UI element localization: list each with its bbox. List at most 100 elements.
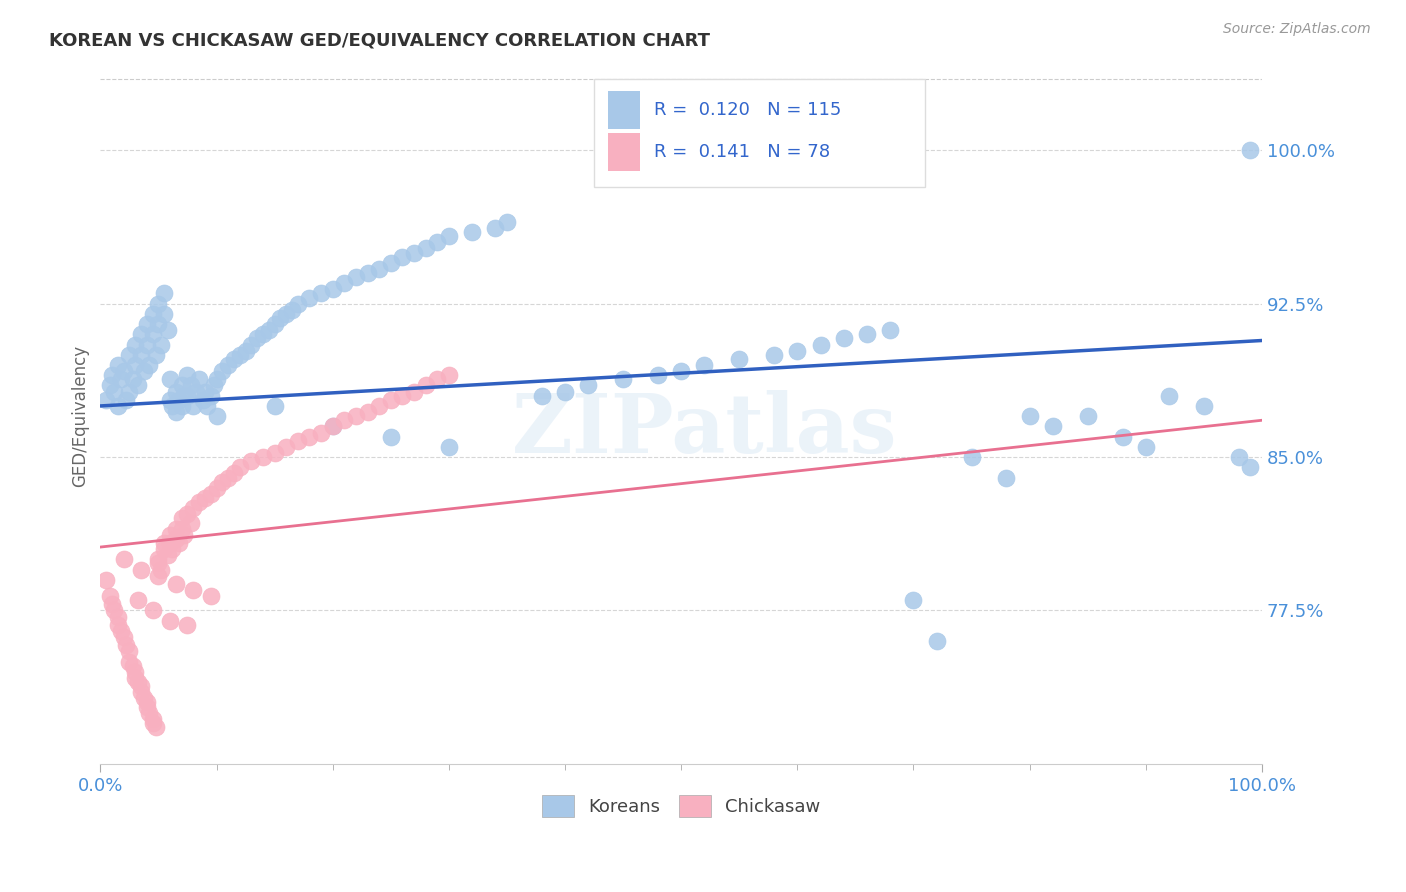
Point: [110, 372, 132, 386]
Point: [222, 467, 245, 481]
Point: [368, 261, 391, 276]
Point: [149, 337, 172, 351]
Point: [903, 593, 925, 607]
Point: [281, 302, 304, 317]
Point: [402, 384, 425, 399]
Point: [263, 446, 285, 460]
Point: [148, 557, 170, 571]
Point: [107, 609, 129, 624]
Point: [118, 384, 141, 399]
Point: [134, 364, 156, 378]
Point: [162, 399, 184, 413]
Point: [118, 655, 141, 669]
Point: [170, 522, 193, 536]
Point: [246, 331, 269, 345]
Point: [129, 348, 152, 362]
Point: [129, 327, 152, 342]
Point: [159, 528, 181, 542]
Point: [170, 399, 193, 413]
Point: [287, 296, 309, 310]
Point: [217, 470, 239, 484]
Point: [162, 542, 184, 557]
Point: [96, 392, 118, 407]
Point: [195, 399, 218, 413]
Point: [118, 348, 141, 362]
Point: [194, 491, 217, 505]
FancyBboxPatch shape: [593, 79, 925, 186]
Point: [1239, 144, 1261, 158]
Point: [856, 327, 879, 342]
Point: [202, 378, 225, 392]
Text: ZIPatlas: ZIPatlas: [512, 390, 897, 470]
Point: [995, 470, 1018, 484]
Point: [170, 378, 193, 392]
Text: KOREAN VS CHICKASAW GED/EQUIVALENCY CORRELATION CHART: KOREAN VS CHICKASAW GED/EQUIVALENCY CORR…: [49, 31, 710, 49]
Point: [554, 384, 576, 399]
Point: [276, 440, 298, 454]
Point: [344, 270, 367, 285]
Point: [134, 691, 156, 706]
Point: [103, 603, 125, 617]
Point: [322, 419, 344, 434]
Point: [153, 542, 176, 557]
Point: [415, 378, 437, 392]
Point: [229, 348, 252, 362]
Point: [1227, 450, 1250, 464]
Point: [165, 384, 187, 399]
Point: [1018, 409, 1040, 424]
Point: [832, 331, 855, 345]
Point: [344, 409, 367, 424]
Point: [391, 389, 413, 403]
Point: [124, 671, 146, 685]
Text: R =  0.120   N = 115: R = 0.120 N = 115: [654, 101, 842, 120]
Point: [145, 720, 167, 734]
Point: [333, 413, 356, 427]
Point: [484, 221, 506, 235]
Point: [124, 337, 146, 351]
Point: [437, 368, 460, 383]
Point: [309, 425, 332, 440]
Point: [138, 706, 160, 720]
Point: [1077, 409, 1099, 424]
Point: [98, 378, 121, 392]
Point: [181, 582, 204, 597]
Point: [356, 266, 378, 280]
Point: [229, 460, 252, 475]
Point: [200, 389, 222, 403]
Point: [169, 392, 191, 407]
Point: [530, 389, 553, 403]
Point: [763, 348, 786, 362]
Point: [461, 225, 484, 239]
Point: [112, 630, 135, 644]
Point: [252, 450, 274, 464]
Point: [165, 532, 187, 546]
Y-axis label: GED/Equivalency: GED/Equivalency: [72, 345, 89, 487]
Point: [165, 577, 187, 591]
Point: [169, 536, 191, 550]
Point: [142, 603, 165, 617]
Point: [309, 286, 332, 301]
Point: [1192, 399, 1215, 413]
Point: [165, 522, 187, 536]
Point: [96, 573, 118, 587]
Point: [98, 589, 121, 603]
Point: [205, 409, 228, 424]
Point: [287, 434, 309, 448]
Point: [380, 256, 402, 270]
Point: [269, 311, 291, 326]
Point: [240, 454, 263, 468]
Point: [426, 235, 449, 250]
Point: [112, 552, 135, 566]
Point: [1239, 460, 1261, 475]
Point: [576, 378, 599, 392]
Point: [368, 399, 391, 413]
Point: [142, 715, 165, 730]
Point: [322, 419, 344, 434]
Point: [426, 372, 449, 386]
Point: [159, 536, 181, 550]
Point: [612, 372, 634, 386]
Point: [135, 699, 157, 714]
Point: [127, 593, 149, 607]
Point: [115, 638, 138, 652]
Point: [380, 429, 402, 443]
